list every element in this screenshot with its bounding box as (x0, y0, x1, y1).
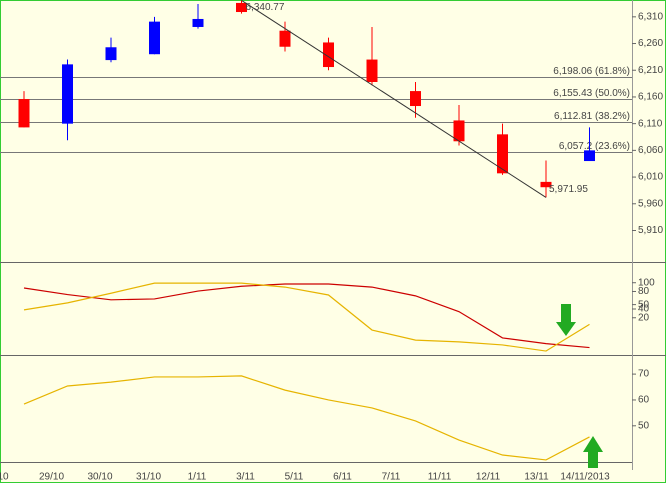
indicator-line (23, 282, 590, 352)
candle-body (105, 47, 117, 61)
candle-body (540, 181, 552, 188)
candle-body (366, 59, 378, 82)
candle-body (584, 150, 595, 162)
down-arrow (556, 304, 576, 336)
y-tick-label: 6,310 (638, 11, 663, 22)
y-tick-label: 5,960 (638, 198, 663, 209)
x-tick-label: 13/11 (524, 472, 549, 483)
x-tick-label: 12/11 (476, 472, 501, 483)
candle-body (410, 91, 421, 107)
y-tick-label: 80 (638, 286, 650, 297)
y-tick-label: 60 (638, 395, 650, 406)
y-tick-label: 6,060 (638, 145, 663, 156)
y-tick-label: 50 (638, 299, 650, 310)
candle-body (18, 99, 30, 128)
y-tick-label: 20 (638, 312, 650, 323)
y-tick-label: 5,910 (638, 225, 663, 236)
annotation: 6,340.77 (246, 2, 285, 13)
y-tick-label: 6,260 (638, 38, 663, 49)
candle-body (453, 120, 465, 142)
candle-body (149, 21, 160, 55)
candle-body (323, 42, 334, 68)
indicator-line (23, 283, 590, 349)
y-tick-label: 70 (638, 369, 650, 380)
x-tick-label: 10 (0, 472, 9, 483)
fib-label: 6,198.06 (61.8%) (553, 66, 630, 77)
y-tick-label: 40 (638, 304, 650, 315)
candle-body (192, 18, 204, 27)
y-tick-label: 6,010 (638, 172, 663, 183)
x-tick-label: 6/11 (333, 472, 352, 483)
x-tick-label: 5/11 (285, 472, 304, 483)
fib-label: 6,112.81 (38.2%) (554, 111, 630, 122)
annotation: 5,971.95 (549, 184, 588, 195)
x-tick-label: 31/10 (136, 472, 161, 483)
x-tick-label: 30/10 (87, 472, 112, 483)
x-tick-label: 3/11 (236, 472, 255, 483)
candle-body (279, 30, 291, 47)
candle-body (497, 134, 508, 174)
trend-line (241, 0, 547, 198)
y-tick-label: 50 (638, 420, 650, 431)
x-tick-label: 11/11 (428, 472, 452, 483)
x-tick-label: 7/11 (382, 472, 401, 483)
x-tick-label: 1/11 (188, 472, 207, 483)
candle-body (62, 64, 73, 124)
y-tick-label: 6,210 (638, 65, 663, 76)
y-tick-label: 6,110 (638, 118, 663, 129)
x-tick-label: 29/10 (39, 472, 64, 483)
fib-label: 6,057.2 (23.6%) (559, 141, 630, 152)
y-tick-label: 100 (638, 277, 655, 288)
candle-body (236, 2, 247, 13)
x-tick-label: 14/11/2013 (560, 472, 610, 483)
fib-label: 6,155.43 (50.0%) (553, 88, 630, 99)
indicator-line (23, 375, 590, 461)
y-tick-label: 6,160 (638, 92, 663, 103)
up-arrow (583, 436, 603, 468)
